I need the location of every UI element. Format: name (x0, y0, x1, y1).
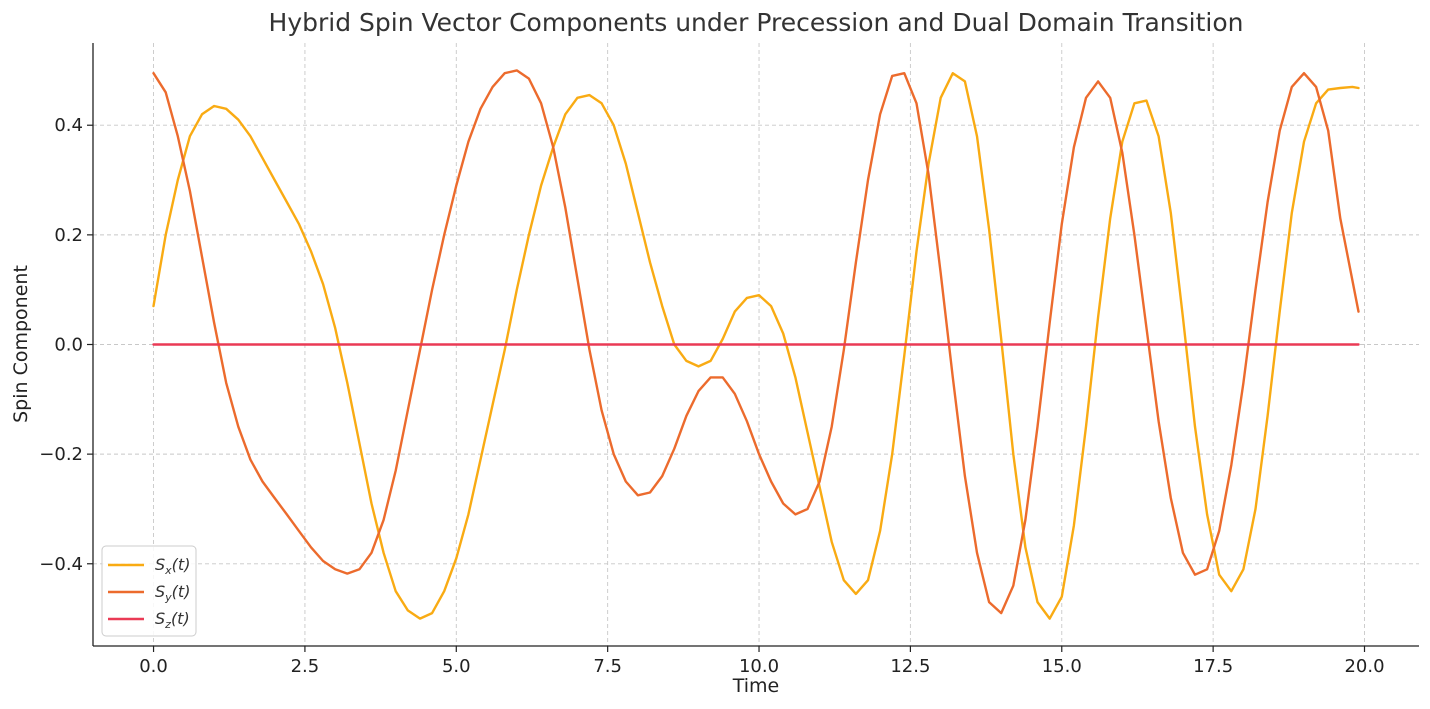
y-tick-label: −0.2 (39, 444, 83, 465)
plot-area (152, 69, 1360, 620)
x-tick-label: 0.0 (139, 656, 168, 677)
y-tick-label: −0.4 (39, 554, 83, 575)
y-tick-label: 0.2 (54, 225, 83, 246)
x-tick-label: 5.0 (442, 656, 471, 677)
legend: Sx(t) Sy(t) Sz(t) (101, 545, 197, 637)
x-tick-label: 17.5 (1193, 656, 1233, 677)
series-line-2 (152, 69, 1360, 615)
y-tick-label: 0.0 (54, 335, 83, 356)
legend-label: Sx(t) (155, 555, 190, 577)
legend-box (101, 545, 197, 637)
series-line-1 (152, 71, 1360, 620)
x-tick-label: 20.0 (1344, 656, 1384, 677)
x-tick-label: 2.5 (291, 656, 320, 677)
legend-label: Sy(t) (155, 582, 190, 604)
x-axis-ticks: 0.0 2.5 5.0 7.5 10.0 12.5 15.0 17.5 20.0 (139, 646, 1385, 677)
x-axis-label: Time (732, 675, 780, 697)
x-tick-label: 12.5 (890, 656, 930, 677)
x-tick-label: 10.0 (739, 656, 779, 677)
chart-title: Hybrid Spin Vector Components under Prec… (269, 8, 1244, 37)
y-axis-ticks: −0.4 −0.2 0.0 0.2 0.4 (39, 115, 93, 575)
legend-label: Sz(t) (155, 609, 190, 631)
x-tick-label: 7.5 (593, 656, 622, 677)
y-tick-label: 0.4 (54, 115, 83, 136)
x-tick-label: 15.0 (1042, 656, 1082, 677)
y-axis-label: Spin Component (10, 265, 32, 423)
